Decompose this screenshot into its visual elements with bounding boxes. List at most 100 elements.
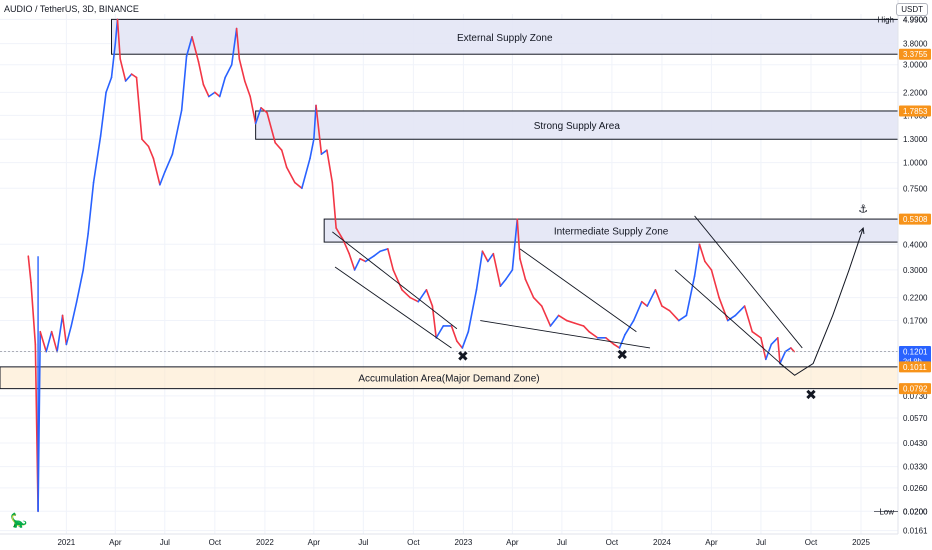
y-tick-label: 2.2000 bbox=[903, 88, 928, 97]
tradingview-logo-icon[interactable]: 🦕 bbox=[10, 512, 28, 528]
x-tick-label: Jul bbox=[358, 538, 368, 547]
zone-label: External Supply Zone bbox=[457, 33, 553, 44]
channel-trendline bbox=[480, 320, 651, 349]
price-marker-value: 4.9900 bbox=[903, 15, 928, 24]
price-segment bbox=[185, 36, 193, 58]
price-segment bbox=[50, 330, 58, 353]
price-segment bbox=[353, 257, 361, 271]
x-tick-label: Apr bbox=[705, 538, 718, 547]
price-segment bbox=[450, 325, 458, 342]
price-segment bbox=[218, 76, 226, 98]
price-segment bbox=[624, 319, 635, 336]
price-marker-label: Low bbox=[879, 507, 894, 516]
price-segment bbox=[499, 278, 507, 287]
price-segment bbox=[147, 145, 155, 160]
price-segment bbox=[392, 269, 403, 291]
price-segment bbox=[119, 58, 127, 82]
y-tick-label: 0.2200 bbox=[903, 294, 928, 303]
price-segment bbox=[313, 104, 317, 141]
price-segment bbox=[197, 60, 205, 86]
price-segment bbox=[359, 257, 367, 263]
y-tick-label: 0.0730 bbox=[903, 392, 928, 401]
price-segment bbox=[481, 250, 489, 263]
projection-path bbox=[779, 227, 864, 376]
price-segment bbox=[285, 166, 296, 184]
currency-badge[interactable]: USDT bbox=[896, 3, 928, 16]
price-segment bbox=[342, 239, 350, 255]
symbol-title: AUDIO / TetherUS, 3D, BINANCE bbox=[4, 4, 139, 14]
y-tick-label: 4.9900 bbox=[903, 15, 928, 24]
channel-trendline bbox=[519, 248, 637, 333]
y-tick-label: 0.0330 bbox=[903, 463, 928, 472]
price-segment bbox=[743, 305, 754, 333]
y-tick-label: 3.8000 bbox=[903, 40, 928, 49]
price-segment bbox=[326, 149, 334, 184]
price-segment bbox=[698, 243, 706, 263]
price-segment bbox=[387, 248, 395, 271]
price-segment bbox=[565, 319, 576, 325]
price-segment bbox=[678, 314, 688, 322]
anchor-icon: ⚓ bbox=[858, 203, 868, 216]
price-segment bbox=[770, 337, 779, 346]
x-tick-label: Jul bbox=[160, 538, 170, 547]
x-tick-label: Oct bbox=[805, 538, 818, 547]
price-segment bbox=[105, 76, 113, 94]
y-tick-label: 0.0161 bbox=[903, 527, 928, 536]
price-marker-value: 1.7853 bbox=[903, 107, 928, 116]
price-segment bbox=[208, 91, 216, 98]
price-marker-value: 0.0200 bbox=[903, 507, 928, 516]
price-segment bbox=[431, 305, 438, 339]
price-marker-value: 3.3755 bbox=[903, 50, 928, 59]
price-segment bbox=[685, 275, 696, 317]
price-segment bbox=[574, 322, 585, 327]
price-segment bbox=[557, 314, 568, 322]
price-segment bbox=[152, 157, 161, 186]
price-marker-value: 0.1011 bbox=[903, 363, 927, 372]
price-segment bbox=[141, 138, 150, 148]
price-segment bbox=[516, 218, 521, 260]
price-segment bbox=[654, 289, 663, 307]
x-tick-label: Oct bbox=[209, 538, 222, 547]
price-segment bbox=[164, 153, 174, 173]
price-segment bbox=[456, 340, 464, 349]
price-segment bbox=[532, 296, 543, 307]
price-segment bbox=[379, 248, 389, 253]
price-segment bbox=[475, 250, 484, 291]
price-segment bbox=[159, 171, 166, 186]
price-segment bbox=[70, 300, 78, 327]
y-tick-label: 0.4000 bbox=[903, 240, 928, 249]
price-segment bbox=[235, 27, 241, 60]
price-segment bbox=[425, 289, 434, 307]
x-tick-label: 2024 bbox=[653, 538, 671, 547]
y-tick-label: 1.0000 bbox=[903, 159, 928, 168]
price-segment bbox=[39, 330, 48, 353]
price-marker-badge bbox=[899, 361, 931, 373]
price-marker-badge bbox=[899, 105, 931, 117]
price-segment bbox=[202, 83, 210, 98]
x-tick-label: Apr bbox=[109, 538, 122, 547]
price-segment bbox=[779, 350, 787, 365]
price-segment bbox=[116, 18, 122, 60]
x-tick-label: 2025 bbox=[852, 538, 870, 547]
price-segment bbox=[61, 314, 68, 346]
price-segment bbox=[30, 281, 37, 346]
price-segment bbox=[294, 181, 303, 190]
price-marker-badge bbox=[899, 346, 931, 367]
projection-arrowhead bbox=[858, 226, 865, 235]
channel-trendline bbox=[332, 231, 458, 330]
cross-marker-icon: ✖ bbox=[457, 349, 469, 365]
price-axis-background bbox=[898, 0, 932, 550]
x-tick-label: Jul bbox=[557, 538, 567, 547]
price-segment bbox=[224, 63, 233, 79]
price-segment bbox=[776, 337, 781, 365]
price-segment bbox=[505, 269, 514, 281]
price-segment bbox=[632, 300, 643, 322]
price-segment bbox=[784, 347, 792, 353]
x-tick-label: Apr bbox=[506, 538, 519, 547]
price-segment bbox=[734, 305, 746, 317]
price-segment bbox=[613, 343, 621, 349]
price-segment bbox=[75, 269, 85, 303]
cross-marker-icon: ✖ bbox=[805, 388, 817, 404]
price-segment bbox=[315, 104, 323, 155]
